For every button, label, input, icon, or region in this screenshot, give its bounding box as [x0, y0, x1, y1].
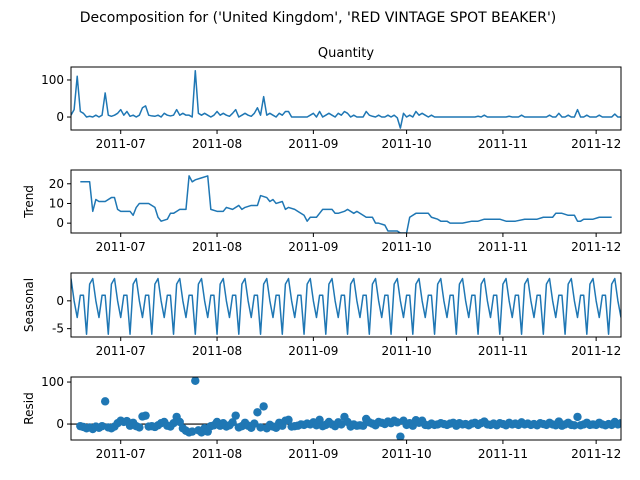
- y-tick-label: 0: [56, 110, 64, 124]
- resid-point: [315, 415, 324, 425]
- resid-point: [100, 397, 110, 406]
- x-tick-label: 2011-10: [382, 137, 432, 151]
- plot-data: [71, 277, 621, 335]
- resid-point: [231, 411, 240, 420]
- x-tick-label: 2011-11: [478, 344, 528, 358]
- figure-title: Decomposition for ('United Kingdom', 'RE…: [80, 10, 557, 26]
- panel-title: Quantity: [318, 46, 374, 61]
- resid-point: [573, 412, 582, 422]
- plot-frame: [70, 66, 622, 131]
- x-tick-label: 2011-09: [288, 137, 338, 151]
- panel-observed: Quantity 0 100 2011-07 2011-08 2011-09 2011-10…: [41, 46, 622, 151]
- x-tick-label: 2011-07: [96, 240, 146, 254]
- y-axis-label: Trend: [22, 185, 36, 219]
- x-tick-label: 2011-12: [571, 344, 621, 358]
- x-tick-label: 2011-11: [478, 137, 528, 151]
- seasonal-series-line: [71, 277, 621, 335]
- y-tick-label: 0: [56, 294, 64, 308]
- trend-series-line: [80, 175, 612, 233]
- panel-trend: Trend 0 10 20 2011-07 2011-08 2011-09 2011-10 20…: [22, 169, 622, 254]
- y-tick-label: 100: [41, 375, 64, 389]
- resid-point: [228, 418, 237, 427]
- resid-point: [256, 423, 265, 432]
- x-tick-label: 2011-11: [478, 447, 528, 461]
- y-tick-label: 100: [41, 73, 64, 87]
- x-tick-label: 2011-08: [192, 447, 242, 461]
- x-tick-label: 2011-08: [192, 240, 242, 254]
- x-tick-label: 2011-12: [571, 137, 621, 151]
- resid-point: [396, 432, 405, 440]
- observed-series-line: [71, 69, 621, 129]
- y-tick-label: 20: [49, 177, 64, 191]
- x-tick-label: 2011-12: [571, 240, 621, 254]
- plot-frame: [70, 169, 622, 234]
- x-tick-label: 2011-09: [288, 447, 338, 461]
- resid-point: [358, 421, 368, 430]
- x-tick-label: 2011-12: [571, 447, 621, 461]
- plot-frame: [70, 376, 622, 441]
- plot-frame: [70, 272, 622, 338]
- resid-point: [284, 415, 293, 425]
- resid-point: [175, 417, 184, 427]
- resid-point: [135, 423, 144, 432]
- x-tick-label: 2011-10: [382, 344, 432, 358]
- panel-seasonal: Seasonal -5 0 2011-07 2011-08 2011-09 2011-10 2…: [22, 272, 622, 358]
- x-tick-label: 2011-09: [288, 240, 338, 254]
- x-tick-label: 2011-08: [192, 137, 242, 151]
- resid-point: [570, 421, 579, 430]
- resid-point: [616, 419, 621, 428]
- x-tick-label: 2011-10: [382, 447, 432, 461]
- plot-data: [71, 69, 621, 129]
- x-tick-label: 2011-07: [96, 137, 146, 151]
- panel-resid: Resid 0 100 2011-07 2011-08 2011-09 2011-10 201…: [22, 375, 622, 461]
- resid-point: [259, 402, 268, 411]
- y-tick-label: 0: [56, 216, 64, 230]
- x-tick-label: 2011-08: [192, 344, 242, 358]
- x-tick-label: 2011-10: [382, 240, 432, 254]
- y-tick-label: 10: [49, 196, 64, 210]
- resid-point: [250, 419, 259, 428]
- y-tick-label: 0: [56, 417, 64, 431]
- resid-point: [253, 408, 262, 417]
- resid-point: [141, 411, 150, 420]
- x-tick-label: 2011-07: [96, 344, 146, 358]
- x-tick-label: 2011-09: [288, 344, 338, 358]
- y-axis-label: Resid: [22, 392, 36, 424]
- x-tick-label: 2011-11: [478, 240, 528, 254]
- plot-data: [71, 377, 621, 440]
- y-tick-label: -5: [52, 322, 64, 336]
- x-tick-label: 2011-07: [96, 447, 146, 461]
- y-axis-label: Seasonal: [22, 278, 36, 332]
- resid-point: [191, 377, 200, 385]
- plot-data: [80, 175, 612, 233]
